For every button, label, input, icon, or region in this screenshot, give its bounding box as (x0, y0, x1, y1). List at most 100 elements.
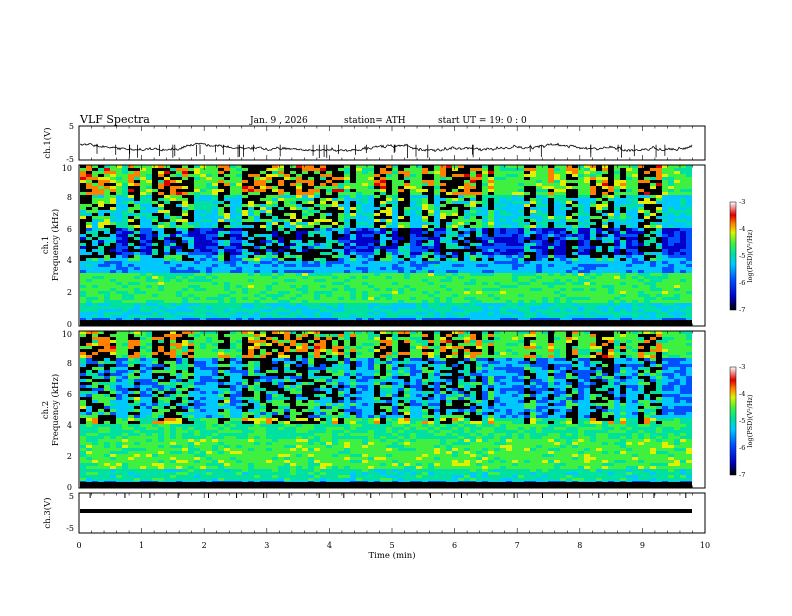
ch1-spectrogram-cell (254, 183, 260, 186)
ch1-spectrogram-cell (446, 240, 452, 243)
ch1-spectrogram-cell (110, 234, 116, 237)
ch1-spectrogram-cell (524, 315, 530, 318)
ch1-spectrogram-cell (152, 288, 158, 291)
ch1-spectrogram-cell (272, 276, 278, 279)
ch1-spectrogram-cell (158, 213, 164, 216)
ch1-spectrogram-cell (362, 285, 368, 288)
ch1-spectrogram-cell (470, 174, 476, 177)
ch1-spectrogram-cell (176, 189, 182, 192)
ch1-spectrogram-cell (380, 312, 386, 315)
ch1-spectrogram-cell (182, 309, 188, 312)
ch1-spectrogram-cell (128, 216, 134, 219)
ch1-spectrogram-cell (116, 294, 122, 297)
ch1-spectrogram-cell (596, 231, 602, 234)
ch1-spectrogram-cell (500, 261, 506, 264)
ch1-spectrogram-cell (248, 252, 254, 255)
ch1-spectrogram-cell (476, 285, 482, 288)
ch1-spectrogram-cell (590, 234, 596, 237)
ch1-spectrogram-cell (620, 246, 626, 249)
ch1-spectrogram-cell (578, 183, 584, 186)
ch1-spectrogram-cell (476, 186, 482, 189)
ch1-spectrogram-cell (242, 255, 248, 258)
ch1-spectrogram-cell (272, 270, 278, 273)
ch1-spectrogram-cell (218, 228, 224, 231)
ch1-spectrogram-cell (302, 303, 308, 306)
ch1-spectrogram-cell (386, 261, 392, 264)
ch1-spectrogram-cell (110, 294, 116, 297)
ch1-spectrogram-cell (320, 216, 326, 219)
ch1-spectrogram-cell (374, 285, 380, 288)
ch1-spectrogram-cell (434, 276, 440, 279)
ch1-spectrogram-cell (134, 306, 140, 309)
ch1-spectrogram-cell (320, 225, 326, 228)
ch1-spectrogram-cell (518, 312, 524, 315)
ch1-spectrogram-cell (362, 168, 368, 171)
ch1-spectrogram-cell (452, 201, 458, 204)
ch1-spectrogram-cell (536, 231, 542, 234)
ch1-spectrogram-cell (272, 171, 278, 174)
ch1-spectrogram-cell (446, 171, 452, 174)
ch1-spectrogram-cell (614, 207, 620, 210)
ch1-spectrogram-cell (314, 234, 320, 237)
ch1-spectrogram-cell (482, 174, 488, 177)
ch1-spectrogram-cell (326, 261, 332, 264)
ch1-spectrogram-cell (518, 195, 524, 198)
ch1-spectrogram-cell (386, 282, 392, 285)
ch1-spectrogram-cell (188, 306, 194, 309)
ch1-spectrogram-cell (350, 168, 356, 171)
ch1-spectrogram-cell (398, 261, 404, 264)
ch1-spectrogram-cell (398, 183, 404, 186)
ch1-spectrogram-cell (440, 201, 446, 204)
ch1-spectrogram-cell (488, 294, 494, 297)
ch1-spectrogram-cell (248, 297, 254, 300)
ch1-spectrogram-cell (506, 192, 512, 195)
ch1-spectrogram-cell (512, 189, 518, 192)
ch1-spectrogram-cell (224, 294, 230, 297)
ch1-spectrogram-cell (614, 282, 620, 285)
ch1-spectrogram-cell (116, 303, 122, 306)
ch1-spectrogram-cell (464, 276, 470, 279)
ch1-spectrogram-cell (326, 306, 332, 309)
ch1-spectrogram-cell (404, 285, 410, 288)
ch1-spectrogram-cell (176, 195, 182, 198)
ch1-spectrogram-cell (368, 300, 374, 303)
ch1-spectrogram-cell (572, 249, 578, 252)
ch1-spectrogram-cell (362, 249, 368, 252)
ch1-spectrogram-cell (296, 267, 302, 270)
ch1-spectrogram-cell (272, 189, 278, 192)
ch1-spectrogram-cell (410, 246, 416, 249)
ch1-spectrogram-cell (572, 261, 578, 264)
ch1-spectrogram-cell (104, 231, 110, 234)
ch1-spectrogram-cell (164, 309, 170, 312)
ch1-spectrogram-cell (506, 279, 512, 282)
ch1-spectrogram-cell (80, 207, 86, 210)
ch1-spectrogram-cell (206, 213, 212, 216)
ch1-spectrogram-cell (164, 273, 170, 276)
ch1-spectrogram-cell (266, 186, 272, 189)
ch1-spectrogram-cell (302, 276, 308, 279)
ch1-spectrogram-cell (368, 249, 374, 252)
ch1-spectrogram-cell (128, 189, 134, 192)
ch1-spectrogram-cell (416, 315, 422, 318)
ch1-spectrogram-cell (584, 198, 590, 201)
ch1-spectrogram-cell (620, 180, 626, 183)
ch1-spectrogram-cell (302, 192, 308, 195)
ch1-spectrogram-cell (254, 195, 260, 198)
ch1-spectrogram-cell (284, 204, 290, 207)
ch1-spectrogram-cell (518, 237, 524, 240)
ch1-spectrogram-cell (596, 282, 602, 285)
ch1-spectrogram-cell (422, 246, 428, 249)
ch1-spectrogram-cell (188, 219, 194, 222)
ch1-spectrogram-cell (326, 180, 332, 183)
ch1-spectrogram-cell (500, 291, 506, 294)
ch1-spectrogram-cell (536, 270, 542, 273)
ch1-spectrogram-cell (128, 243, 134, 246)
ch1-spectrogram-cell (158, 246, 164, 249)
ch1-spectrogram-cell (620, 288, 626, 291)
ch1-spectrogram-cell (566, 186, 572, 189)
ch1-spectrogram-cell (590, 300, 596, 303)
ch1-spectrogram-cell (542, 231, 548, 234)
ch1-spectrogram-cell (566, 195, 572, 198)
ch1-spectrogram-cell (86, 198, 92, 201)
ch1-spectrogram-cell (158, 300, 164, 303)
